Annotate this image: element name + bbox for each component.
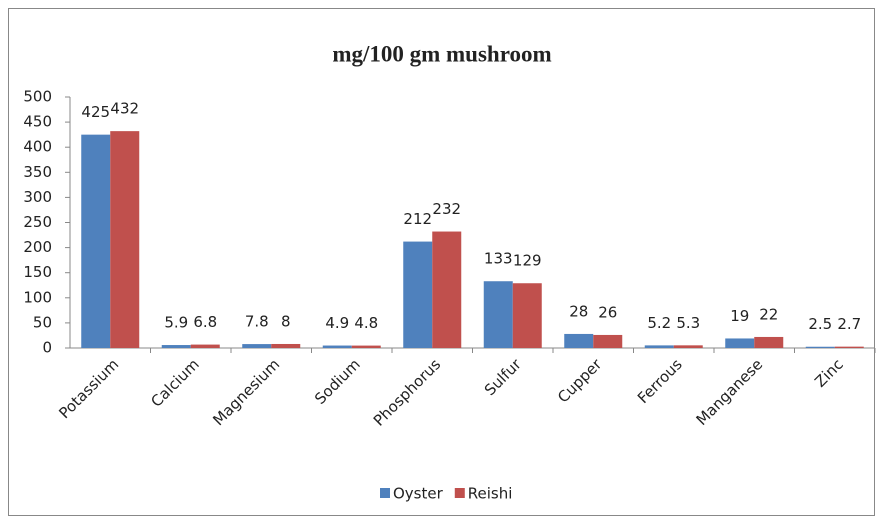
data-label: 5.3 — [676, 314, 700, 332]
y-tick-label: 200 — [23, 238, 52, 256]
bar — [190, 344, 220, 348]
data-label: 28 — [569, 302, 588, 320]
data-label: 19 — [730, 307, 749, 325]
data-label: 5.2 — [647, 314, 671, 332]
bar — [725, 338, 755, 348]
chart-title: mg/100 gm mushroom — [332, 41, 551, 66]
bar — [644, 345, 674, 348]
y-tick-label: 350 — [23, 163, 52, 181]
y-tick-label: 500 — [23, 88, 52, 106]
legend-label: Oyster — [393, 485, 444, 503]
bar — [593, 334, 623, 348]
data-label: 2.7 — [837, 315, 861, 333]
data-label: 133 — [484, 250, 513, 268]
bar — [483, 281, 513, 348]
data-label: 7.8 — [245, 313, 269, 331]
data-label: 432 — [110, 100, 139, 118]
y-tick-label: 150 — [23, 263, 52, 281]
data-label: 425 — [81, 103, 110, 121]
bar — [564, 333, 594, 348]
bar — [351, 345, 381, 348]
y-tick-label: 50 — [33, 313, 52, 331]
bar — [754, 336, 784, 348]
bar — [834, 346, 864, 348]
bar — [110, 131, 140, 348]
y-tick-label: 400 — [23, 138, 52, 156]
data-label: 6.8 — [193, 313, 217, 331]
bar — [805, 346, 835, 348]
y-tick-label: 250 — [23, 213, 52, 231]
legend-swatch — [380, 488, 390, 498]
data-label: 8 — [281, 312, 291, 330]
bar — [403, 241, 433, 348]
data-label: 5.9 — [164, 314, 188, 332]
data-label: 129 — [513, 252, 542, 270]
bar — [512, 283, 542, 348]
legend-swatch — [454, 488, 465, 498]
data-label: 26 — [598, 303, 617, 321]
bar — [673, 345, 703, 348]
data-label: 232 — [432, 200, 461, 218]
data-label: 212 — [403, 210, 432, 228]
y-tick-label: 0 — [42, 339, 52, 357]
legend-label: Reishi — [468, 485, 513, 503]
bar — [81, 134, 111, 348]
data-label: 22 — [759, 305, 778, 323]
bar — [322, 345, 352, 348]
bar — [242, 344, 272, 348]
data-label: 4.9 — [325, 314, 349, 332]
y-tick-label: 100 — [23, 288, 52, 306]
data-label: 4.8 — [354, 314, 378, 332]
y-tick-label: 300 — [23, 188, 52, 206]
data-label: 2.5 — [808, 315, 832, 333]
bar — [432, 231, 462, 348]
y-tick-label: 450 — [23, 113, 52, 131]
bar — [271, 343, 301, 348]
bar — [161, 345, 191, 348]
